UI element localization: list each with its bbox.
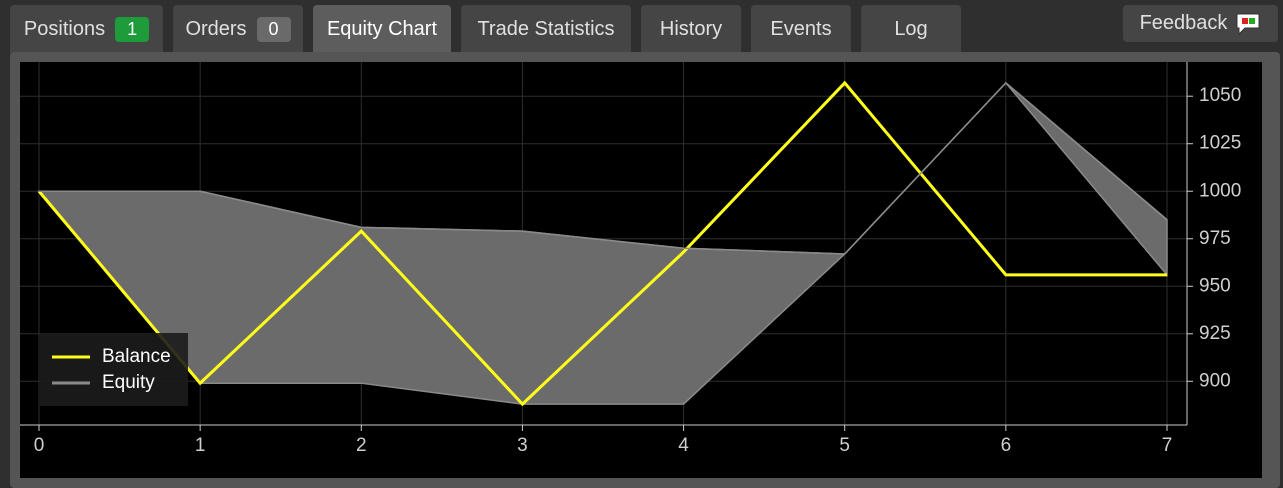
tab[interactable]: Trade Statistics <box>461 5 631 53</box>
tab-badge: 1 <box>115 16 150 42</box>
tab-label: Orders <box>185 17 247 40</box>
x-tick-label: 7 <box>1162 435 1173 456</box>
x-tick-label: 3 <box>517 435 528 456</box>
y-tick-label: 925 <box>1199 323 1231 344</box>
y-tick-label: 975 <box>1199 228 1231 249</box>
series-line <box>39 81 1168 255</box>
y-tick-label: 950 <box>1199 275 1231 296</box>
x-tick-label: 4 <box>678 435 689 456</box>
y-tick-label: 900 <box>1199 370 1231 391</box>
y-tick-label: 1025 <box>1199 133 1241 154</box>
tab-label: History <box>659 17 723 40</box>
tab[interactable]: Log <box>861 5 961 53</box>
x-tick-label: 1 <box>195 435 206 456</box>
equity-chart: 900 925 950 975 1000 1025 1050 0 1 2 3 4 5 6 7 Balance E… <box>20 62 1262 478</box>
feedback-button[interactable]: Feedback <box>1123 5 1278 42</box>
tab[interactable]: Equity Chart <box>313 5 451 53</box>
tab[interactable]: Positions 1 <box>10 5 163 53</box>
x-tick-label: 5 <box>839 435 850 456</box>
tab-label: Positions <box>23 17 106 40</box>
y-tick-label: 1000 <box>1199 180 1241 201</box>
x-tick-label: 6 <box>1001 435 1012 456</box>
tab-label: Log <box>894 17 928 40</box>
legend-label: Balance <box>102 346 171 367</box>
feedback-icon <box>1236 13 1260 35</box>
tab[interactable]: Orders 0 <box>173 5 303 53</box>
tab-label: Equity Chart <box>326 17 438 40</box>
feedback-label: Feedback <box>1139 12 1228 34</box>
legend-label: Equity <box>102 372 155 393</box>
tab-label: Events <box>770 17 832 40</box>
y-tick-label: 1050 <box>1199 85 1241 106</box>
tab-badge: 0 <box>256 16 291 42</box>
x-tick-label: 0 <box>34 435 45 456</box>
series-line <box>37 80 1167 407</box>
tab[interactable]: Events <box>751 5 851 53</box>
tab-label: Trade Statistics <box>477 17 615 40</box>
tab[interactable]: History <box>641 5 741 53</box>
legend-box <box>40 333 188 406</box>
x-tick-label: 2 <box>356 435 367 456</box>
